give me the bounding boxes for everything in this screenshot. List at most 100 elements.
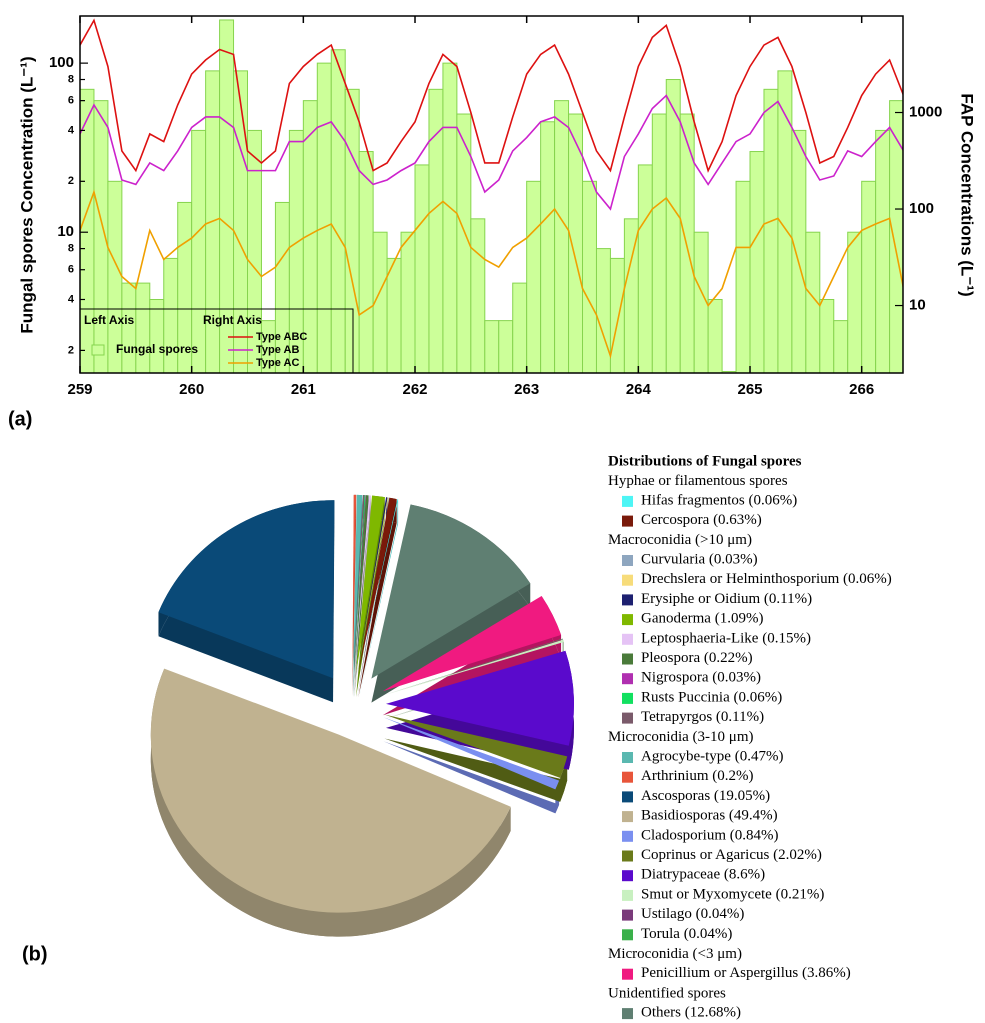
bar	[470, 218, 486, 373]
pie-slice	[358, 497, 397, 674]
legend-box	[79, 308, 354, 374]
legend-swatch	[622, 830, 633, 842]
bar	[540, 121, 556, 373]
y2-axis-label: FAP Concentrations (L⁻¹)	[958, 93, 977, 296]
x-tick-label: 262	[402, 381, 427, 398]
legend-swatch	[622, 889, 633, 901]
slice-side	[354, 519, 369, 697]
legend-label: Curvularia (0.03%)	[641, 552, 758, 568]
legend-swatch	[622, 791, 633, 803]
legend-name: Pleospora	[641, 650, 701, 666]
legend-label: Erysiphe or Oidium (0.11%)	[641, 591, 812, 607]
pie-slice	[353, 494, 363, 673]
legend-name: Nigrospora	[641, 670, 709, 686]
slice-side	[359, 523, 399, 698]
legend-value: (0.04%)	[684, 926, 733, 942]
slice-side	[384, 738, 568, 802]
bar	[233, 70, 249, 373]
pie-slice	[384, 638, 563, 695]
x-tick-label: 260	[179, 381, 204, 398]
legend-name: Torula	[641, 926, 680, 942]
legend-label: Type AB	[256, 344, 299, 356]
pie-slice	[354, 495, 369, 673]
bar	[554, 100, 570, 373]
legend-name: Agrocybe-type	[641, 749, 731, 765]
legend-value: (0.47%)	[735, 749, 784, 765]
pie-slice	[353, 495, 365, 673]
legend-label: Type AC	[256, 357, 299, 369]
legend-swatch	[622, 574, 633, 586]
legend-label: Cladosporium (0.84%)	[641, 828, 779, 844]
bar	[428, 88, 444, 373]
legend-label: Arthrinium (0.2%)	[641, 769, 754, 785]
legend-group: Hyphae or filamentous spores	[608, 473, 788, 489]
bar	[484, 320, 500, 373]
legend-title: Distributions of Fungal spores	[608, 453, 802, 469]
legend-name: Hifas fragmentos	[641, 493, 745, 509]
bar	[861, 180, 877, 373]
legend-label: Ganoderma (1.09%)	[641, 611, 763, 627]
bar	[582, 180, 597, 373]
slice-side	[352, 518, 357, 697]
legend-value: (0.04%)	[696, 907, 745, 923]
plot-area	[80, 18, 918, 373]
bar	[512, 282, 528, 373]
legend-name: Coprinus or Agaricus	[641, 847, 769, 863]
legend-swatch	[622, 968, 633, 980]
legend-label: Leptosphaeria-Like (0.15%)	[641, 631, 811, 647]
bar	[442, 62, 458, 373]
bar	[637, 164, 653, 373]
y-axis-label: Fungal spores Concentration (L⁻¹)	[17, 56, 36, 333]
y-tick-label: 4	[68, 124, 75, 136]
y2-tick-label: 100	[909, 200, 934, 217]
pie-slice	[382, 595, 562, 692]
y-tick-label: 8	[68, 73, 74, 85]
legend-title: Left Axis	[84, 313, 135, 327]
legend-value: (2.02%)	[773, 847, 822, 863]
legend-name: Smut or Myxomycete	[641, 887, 772, 903]
legend-name: Others	[641, 1005, 681, 1021]
legend-label: Penicillium or Aspergillus (3.86%)	[641, 966, 851, 982]
x-tick-label: 266	[849, 381, 874, 398]
legend-label: Torula (0.04%)	[641, 926, 732, 942]
legend-value: (8.6%)	[724, 867, 765, 883]
x-tick-label: 264	[626, 381, 652, 398]
legend-label: Drechslera or Helminthosporium (0.06%)	[641, 572, 892, 588]
panel-label: (a)	[8, 408, 32, 430]
legend-name: Tetrapyrgos	[641, 710, 712, 726]
legend-name: Erysiphe or Oidium	[641, 591, 760, 607]
legend-label: Ascosporas (19.05%)	[641, 788, 770, 804]
pie-slice	[352, 494, 357, 673]
bar	[400, 231, 416, 373]
bar	[316, 62, 332, 373]
pie-slice	[384, 639, 563, 695]
y-tick-label: 6	[68, 264, 74, 276]
pie-slice	[385, 650, 574, 746]
bar	[875, 129, 891, 373]
slice-side	[358, 521, 397, 698]
y-tick-label: 8	[68, 243, 74, 255]
y-tick-label: 2	[68, 175, 74, 187]
y-tick-label: 6	[68, 95, 74, 107]
legend-name: Cladosporium	[641, 828, 726, 844]
pie-slice	[357, 497, 388, 674]
y-tick-label: 4	[68, 293, 75, 305]
bar	[735, 180, 751, 373]
bar	[904, 130, 918, 373]
line	[80, 18, 903, 173]
legend-label: Fungal spores	[116, 342, 198, 356]
legend-value: (19.05%)	[714, 788, 770, 804]
plot-frame	[79, 15, 904, 374]
legend-label: Hifas fragmentos (0.06%)	[641, 493, 797, 509]
x-tick-label: 259	[67, 381, 92, 398]
legend-value: (0.2%)	[712, 769, 753, 785]
bar	[135, 282, 151, 373]
x-tick-label: 261	[291, 381, 316, 398]
bar	[414, 164, 430, 373]
bar	[679, 113, 695, 373]
legend-value: (12.68%)	[685, 1005, 741, 1021]
legend-swatch	[622, 771, 633, 783]
bar	[609, 257, 625, 373]
legend-label: Smut or Myxomycete (0.21%)	[641, 887, 824, 903]
bar	[358, 151, 374, 373]
